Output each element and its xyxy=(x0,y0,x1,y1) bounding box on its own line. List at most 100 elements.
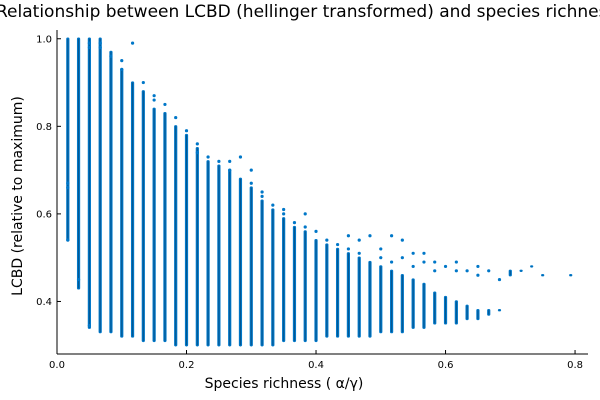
data-point xyxy=(379,256,383,260)
ticks: 0.0 0.2 0.4 0.6 0.8 0.4 0.6 0.8 1.0 xyxy=(36,34,583,371)
point-column-core xyxy=(261,200,263,346)
point-column-core xyxy=(488,310,490,315)
x-tick-label: 0.4 xyxy=(308,360,324,371)
point-column-core xyxy=(520,270,522,272)
data-point xyxy=(335,242,340,247)
point-column-core xyxy=(315,240,317,341)
chart-title: Relationship between LCBD (hellinger tra… xyxy=(0,2,600,22)
data-point xyxy=(282,212,286,216)
data-point xyxy=(87,45,91,50)
data-point xyxy=(152,94,156,98)
point-column-core xyxy=(412,279,414,328)
axes xyxy=(56,30,588,355)
data-point xyxy=(238,155,243,159)
data-point xyxy=(174,115,178,120)
point-column-core xyxy=(196,148,198,346)
point-column-core xyxy=(337,248,339,337)
data-point xyxy=(130,41,135,45)
data-point xyxy=(303,225,307,229)
point-column-core xyxy=(186,135,188,346)
data-point xyxy=(314,229,318,234)
data-point xyxy=(260,194,264,198)
data-point xyxy=(271,203,275,207)
data-point xyxy=(303,212,307,216)
data-point xyxy=(228,168,232,172)
point-column-core xyxy=(78,38,80,289)
point-column-core xyxy=(132,82,134,337)
chart-title-wrap: Relationship between LCBD (hellinger tra… xyxy=(0,2,600,30)
data-point xyxy=(346,234,351,238)
point-column-core xyxy=(218,165,220,346)
data-point xyxy=(141,80,145,85)
point-column-core xyxy=(542,275,544,276)
point-column-core xyxy=(391,270,393,333)
data-point xyxy=(66,181,70,185)
data-point xyxy=(260,190,264,194)
data-point xyxy=(228,159,232,163)
data-point xyxy=(465,269,469,273)
data-point xyxy=(325,238,329,242)
x-tick-label: 0.2 xyxy=(179,360,195,371)
data-point xyxy=(400,256,404,260)
data-point xyxy=(476,273,480,277)
data-point xyxy=(120,59,124,63)
point-column-core xyxy=(531,266,533,267)
point-column-core xyxy=(99,38,101,333)
point-column-core xyxy=(239,178,241,346)
data-point xyxy=(195,142,199,146)
data-point xyxy=(184,129,189,133)
data-point xyxy=(454,269,458,273)
data-point xyxy=(163,102,167,107)
point-column-core xyxy=(272,209,274,346)
y-tick-label: 0.4 xyxy=(36,297,52,308)
data-point xyxy=(389,260,394,264)
point-column-core xyxy=(207,161,209,346)
point-column-core xyxy=(509,270,511,276)
data-point xyxy=(98,45,102,50)
data-point xyxy=(422,251,426,255)
data-point xyxy=(487,269,491,273)
data-point xyxy=(249,168,253,172)
point-column-core xyxy=(88,38,90,328)
point-column-core xyxy=(347,253,349,337)
data-point xyxy=(411,251,415,255)
data-point xyxy=(433,260,437,264)
data-point xyxy=(249,181,253,185)
point-column-core xyxy=(498,310,500,311)
data-point xyxy=(400,238,404,242)
point-column-core xyxy=(477,310,479,319)
data-point xyxy=(109,54,113,58)
data-point xyxy=(76,277,81,282)
point-column-core xyxy=(466,305,468,319)
point-column-core xyxy=(283,218,285,341)
x-axis-label: Species richness ( α/γ) xyxy=(205,376,364,392)
data-point xyxy=(389,234,394,238)
data-point xyxy=(206,155,210,159)
point-column-core xyxy=(304,231,306,341)
point-column-core xyxy=(110,51,112,333)
data-point xyxy=(497,277,502,282)
data-point xyxy=(66,238,70,242)
data-point xyxy=(120,67,124,72)
point-column-core xyxy=(142,91,144,341)
x-tick-label: 0.8 xyxy=(567,360,583,371)
data-point xyxy=(346,247,351,251)
point-column-core xyxy=(67,38,69,241)
data-point xyxy=(66,186,70,190)
x-tick-label: 0.6 xyxy=(438,360,454,371)
point-column xyxy=(519,269,523,273)
data-point xyxy=(217,159,221,163)
point-column-core xyxy=(164,113,166,341)
data-point xyxy=(282,207,286,212)
point-column-core xyxy=(250,187,252,346)
point-column xyxy=(497,309,502,312)
y-tick-label: 1.0 xyxy=(36,34,52,45)
data-point xyxy=(87,323,91,328)
point-column-core xyxy=(423,283,425,328)
point-column-core xyxy=(369,262,371,337)
x-tick-label: 0.0 xyxy=(49,360,65,371)
data-point xyxy=(454,260,458,264)
point-column-core xyxy=(401,275,403,333)
point-column-core xyxy=(293,227,295,341)
